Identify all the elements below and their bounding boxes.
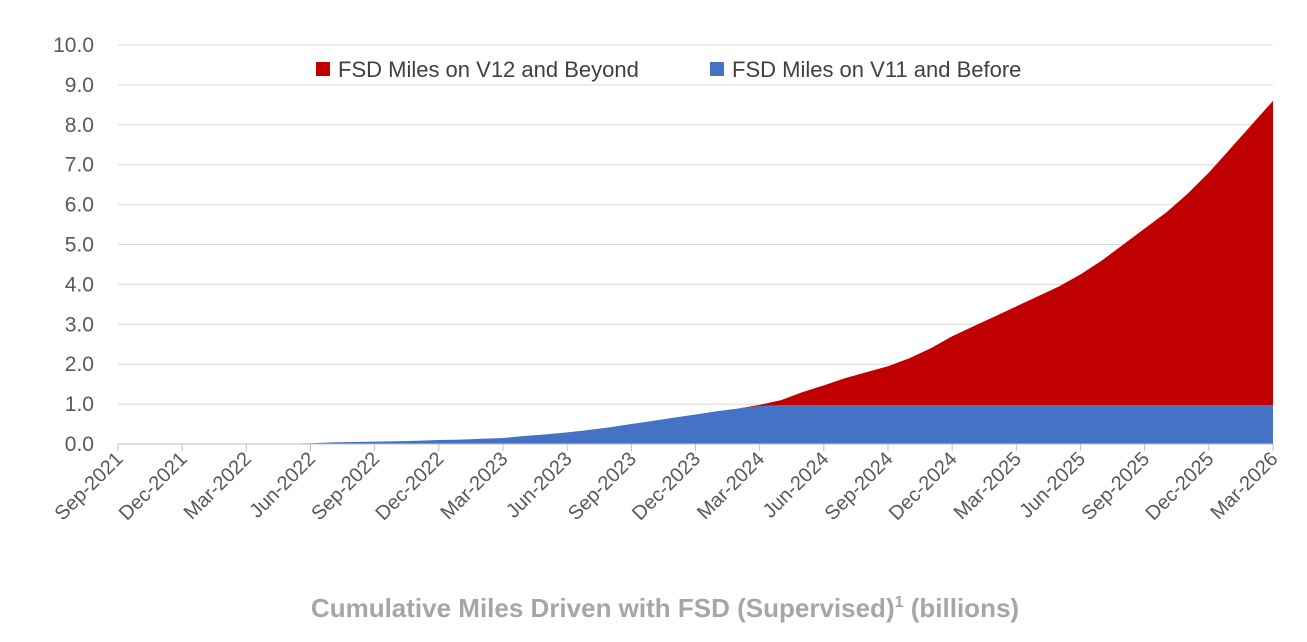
x-tick-label-1: Dec-2021 xyxy=(115,448,192,525)
y-tick-label-2: 2.0 xyxy=(65,353,94,376)
x-axis xyxy=(117,443,1274,451)
x-tick-label-5: Dec-2022 xyxy=(371,448,448,525)
y-tick-label-7: 7.0 xyxy=(65,154,94,177)
y-tick-label-9: 9.0 xyxy=(65,74,94,97)
x-tick-label-17: Dec-2025 xyxy=(1141,448,1218,525)
caption-units: (billions) xyxy=(911,593,1019,623)
area-series xyxy=(118,100,1273,445)
x-tick-label-9: Dec-2023 xyxy=(628,448,705,525)
y-tick-label-1: 1.0 xyxy=(65,393,94,416)
x-tick-label-18: Mar-2026 xyxy=(1206,448,1282,524)
legend-swatch-0 xyxy=(316,62,330,76)
x-tick-label-14: Mar-2025 xyxy=(950,448,1026,524)
x-tick-label-16: Sep-2025 xyxy=(1077,448,1154,525)
area-v11-and-before xyxy=(118,405,1273,444)
y-tick-label-6: 6.0 xyxy=(65,194,94,217)
caption-text: Cumulative Miles Driven with FSD (Superv… xyxy=(311,593,895,623)
x-tick-label-8: Sep-2023 xyxy=(564,448,641,525)
x-tick-label-6: Mar-2023 xyxy=(436,448,512,524)
x-tick-label-0: Sep-2021 xyxy=(51,448,128,525)
caption-units-gap xyxy=(904,593,911,623)
area-v12-and-beyond xyxy=(118,100,1273,445)
x-tick-label-13: Dec-2024 xyxy=(885,448,962,525)
y-tick-label-0: 0.0 xyxy=(65,433,94,456)
legend: FSD Miles on V12 and Beyond FSD Miles on … xyxy=(316,57,1021,82)
x-axis-tick-labels: Sep-2021Dec-2021Mar-2022Jun-2022Sep-2022… xyxy=(51,448,1283,525)
y-axis-tick-labels: 0.0 1.0 2.0 3.0 4.0 5.0 6.0 7.0 8.0 9.0 10.0 xyxy=(53,34,94,456)
y-tick-label-10: 10.0 xyxy=(53,34,94,57)
legend-label-1: FSD Miles on V11 and Before xyxy=(732,57,1021,82)
y-tick-label-3: 3.0 xyxy=(65,313,94,336)
x-tick-label-12: Sep-2024 xyxy=(821,448,898,525)
gridlines xyxy=(118,44,1273,445)
legend-label-0: FSD Miles on V12 and Beyond xyxy=(338,57,639,82)
y-tick-label-8: 8.0 xyxy=(65,114,94,137)
x-tick-label-4: Sep-2022 xyxy=(307,448,384,525)
y-tick-label-5: 5.0 xyxy=(65,234,94,257)
x-tick-label-2: Mar-2022 xyxy=(180,448,256,524)
chart-caption: Cumulative Miles Driven with FSD (Superv… xyxy=(311,593,1019,623)
x-tick-label-10: Mar-2024 xyxy=(693,448,769,524)
legend-swatch-1 xyxy=(710,62,724,76)
caption-superscript: 1 xyxy=(895,594,904,611)
y-tick-label-4: 4.0 xyxy=(65,273,94,296)
